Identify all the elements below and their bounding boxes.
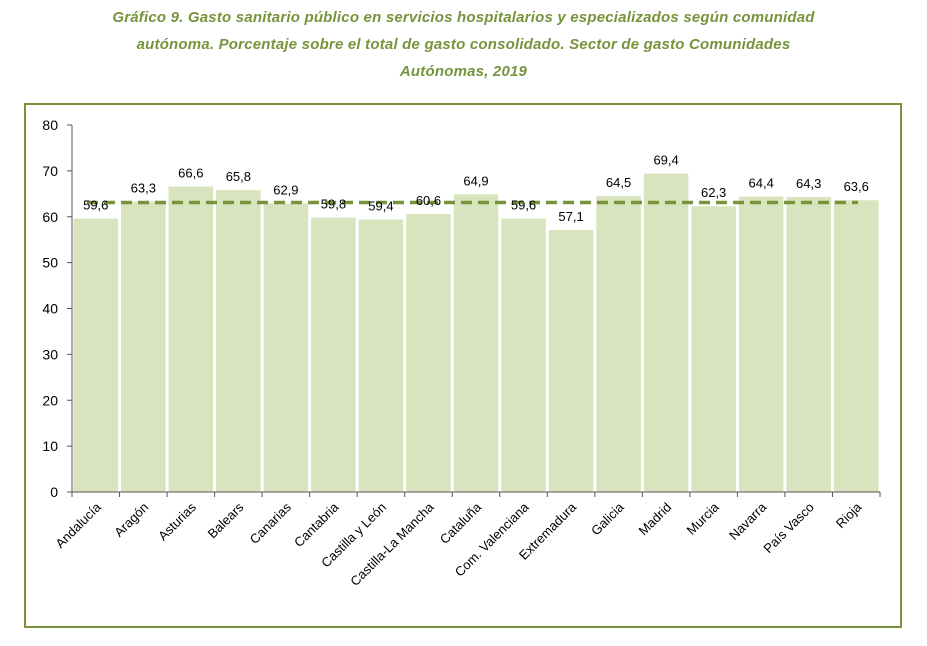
bar-13 xyxy=(691,206,736,493)
x-tick-label-8: Cataluña xyxy=(437,499,485,547)
data-label-10: 57,1 xyxy=(558,209,583,224)
y-tick-label-7: 70 xyxy=(42,163,58,179)
data-label-13: 62,3 xyxy=(701,185,726,200)
chart-title-line-2: autónoma. Porcentaje sobre el total de g… xyxy=(136,36,791,53)
bar-10 xyxy=(548,230,594,492)
bar-15 xyxy=(786,197,831,492)
bar-14 xyxy=(738,196,784,492)
y-tick-label-8: 80 xyxy=(42,117,58,133)
x-tick-label-0: Andalucía xyxy=(52,499,104,551)
chart-frame xyxy=(24,103,902,628)
y-tick-label-6: 60 xyxy=(42,209,58,225)
x-tick-label-13: Murcia xyxy=(684,499,723,538)
data-label-16: 63,6 xyxy=(844,179,869,194)
chart-title-line-1: Gráfico 9. Gasto sanitario público en se… xyxy=(112,9,815,26)
y-tick-label-4: 40 xyxy=(42,301,58,317)
data-label-0: 59,6 xyxy=(83,198,108,213)
x-tick-label-4: Canarias xyxy=(247,499,295,547)
bar-12 xyxy=(643,173,689,492)
x-tick-label-12: Madrid xyxy=(636,500,675,539)
x-tick-label-1: Aragón xyxy=(111,500,151,540)
bar-16 xyxy=(833,200,879,493)
y-tick-label-3: 30 xyxy=(42,346,58,362)
data-label-11: 64,5 xyxy=(606,175,631,190)
bar-1 xyxy=(121,201,166,492)
data-label-9: 59,6 xyxy=(511,198,536,213)
x-tick-label-2: Asturias xyxy=(155,499,199,543)
data-label-12: 69,4 xyxy=(653,153,678,168)
data-label-3: 65,8 xyxy=(226,169,251,184)
x-tick-label-11: Galicia xyxy=(588,499,627,538)
y-tick-label-0: 0 xyxy=(50,484,58,500)
bar-0 xyxy=(73,218,119,492)
bar-11 xyxy=(596,196,641,492)
bar-2 xyxy=(168,186,214,492)
data-label-2: 66,6 xyxy=(178,165,203,180)
bar-7 xyxy=(406,213,451,492)
data-label-6: 59,4 xyxy=(368,199,393,214)
y-tick-label-5: 50 xyxy=(42,255,58,271)
data-label-15: 64,3 xyxy=(796,176,821,191)
x-tick-label-15: País Vasco xyxy=(760,500,816,556)
data-label-14: 64,4 xyxy=(749,176,774,191)
data-label-7: 60,6 xyxy=(416,193,441,208)
data-label-1: 63,3 xyxy=(131,181,156,196)
x-tick-label-7: Castilla-La Mancha xyxy=(347,499,437,589)
bar-9 xyxy=(501,218,546,492)
bar-8 xyxy=(453,194,499,493)
bar-3 xyxy=(216,190,261,492)
data-label-5: 59,8 xyxy=(321,197,346,212)
x-tick-label-14: Navarra xyxy=(726,499,770,543)
data-label-4: 62,9 xyxy=(273,182,298,197)
chart-title: Gráfico 9. Gasto sanitario público en se… xyxy=(20,4,907,85)
x-tick-label-16: Rioja xyxy=(833,499,865,531)
y-tick-label-1: 10 xyxy=(42,438,58,454)
bar-5 xyxy=(311,217,356,493)
x-tick-label-3: Balears xyxy=(205,499,247,541)
bar-6 xyxy=(358,219,404,492)
data-label-8: 64,9 xyxy=(463,173,488,188)
y-tick-label-2: 20 xyxy=(42,392,58,408)
bar-4 xyxy=(263,203,309,493)
chart-title-line-3: Autónomas, 2019 xyxy=(399,63,528,80)
